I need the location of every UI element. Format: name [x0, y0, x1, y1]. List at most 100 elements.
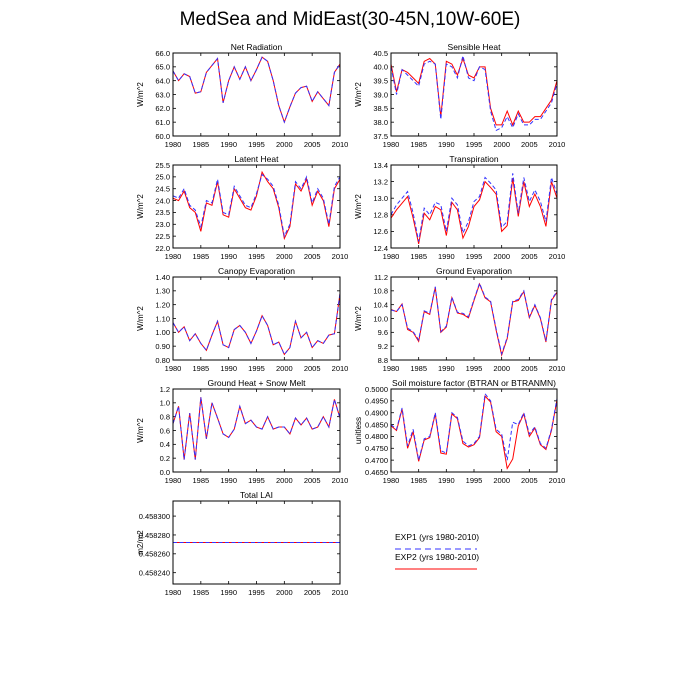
plot-frame — [172, 164, 341, 249]
y-tick-label: 22.5 — [155, 232, 170, 241]
x-tick-label: 1995 — [248, 364, 265, 373]
x-tick-label: 2000 — [493, 476, 510, 485]
x-tick-label: 2000 — [276, 476, 293, 485]
series-line-exp2 — [390, 282, 558, 358]
y-tick-label: 0.0 — [160, 468, 170, 477]
x-tick-label: 1990 — [438, 476, 455, 485]
series-line-exp1 — [390, 281, 558, 356]
x-tick-label: 1985 — [192, 476, 209, 485]
x-tick-label: 1995 — [248, 476, 265, 485]
y-tick-label: 25.0 — [155, 173, 170, 182]
chart-title: Soil moisture factor (BTRAN or BTRANMN) — [392, 378, 556, 388]
y-tick-label: 11.2 — [374, 273, 388, 282]
x-tick-label: 1990 — [220, 588, 237, 597]
y-axis-label: W/m^2 — [354, 82, 363, 107]
x-tick-label: 1985 — [192, 364, 209, 373]
chart-title: Transpiration — [449, 154, 499, 164]
x-tick-label: 1990 — [438, 252, 455, 261]
y-tick-label: 12.8 — [373, 211, 388, 220]
y-tick-label: 22.0 — [155, 244, 170, 253]
y-tick-label: 0.6 — [160, 426, 170, 435]
y-tick-label: 1.40 — [155, 273, 170, 282]
y-tick-label: 12.6 — [373, 227, 388, 236]
y-tick-label: 0.90 — [155, 342, 170, 351]
plot-frame — [172, 52, 341, 137]
x-tick-label: 2010 — [549, 364, 566, 373]
y-tick-label: 23.5 — [155, 208, 170, 217]
x-tick-label: 1995 — [466, 140, 483, 149]
x-tick-label: 2000 — [493, 364, 510, 373]
x-tick-label: 1990 — [220, 364, 237, 373]
x-tick-label: 1985 — [192, 252, 209, 261]
x-tick-label: 1980 — [383, 252, 400, 261]
x-tick-label: 2010 — [332, 140, 349, 149]
y-axis-label: unitless — [354, 417, 363, 444]
chart-title: Ground Heat + Snow Melt — [207, 378, 306, 388]
legend: EXP1 (yrs 1980-2010) EXP2 (yrs 1980-2010) — [395, 532, 479, 570]
x-tick-label: 1985 — [192, 588, 209, 597]
y-tick-label: 0.2 — [160, 454, 170, 463]
y-tick-label: 23.0 — [155, 220, 170, 229]
x-tick-label: 2005 — [304, 140, 321, 149]
x-tick-label: 1990 — [438, 140, 455, 149]
y-tick-label: 0.4750 — [365, 444, 388, 453]
x-tick-label: 2005 — [521, 476, 538, 485]
x-tick-label: 1985 — [192, 140, 209, 149]
chart-title: Total LAI — [240, 490, 273, 500]
x-tick-label: 1995 — [466, 476, 483, 485]
legend-label: EXP2 (yrs 1980-2010) — [395, 552, 479, 562]
x-tick-label: 2000 — [493, 140, 510, 149]
x-tick-label: 2010 — [332, 588, 349, 597]
x-tick-label: 2005 — [304, 252, 321, 261]
series-line-exp1 — [172, 293, 341, 356]
y-tick-label: 13.0 — [373, 194, 388, 203]
x-tick-label: 1990 — [220, 140, 237, 149]
y-tick-label: 39.5 — [373, 76, 388, 85]
series-line-exp2 — [390, 394, 558, 470]
x-tick-label: 1980 — [165, 364, 182, 373]
x-tick-label: 1985 — [410, 140, 427, 149]
plot-frame — [172, 388, 341, 473]
y-tick-label: 65.0 — [155, 63, 170, 72]
y-tick-label: 0.458300 — [139, 512, 170, 521]
x-tick-label: 1985 — [410, 364, 427, 373]
y-tick-label: 38.5 — [373, 104, 388, 113]
x-tick-label: 2005 — [521, 252, 538, 261]
series-line-exp2 — [172, 293, 341, 356]
chart-title: Ground Evaporation — [436, 266, 512, 276]
x-tick-label: 1980 — [165, 252, 182, 261]
y-tick-label: 0.4900 — [365, 409, 388, 418]
y-tick-label: 0.4 — [160, 440, 170, 449]
x-tick-label: 2000 — [276, 588, 293, 597]
plot-frame — [390, 52, 558, 137]
x-tick-label: 2000 — [276, 140, 293, 149]
y-axis-label: W/m^2 — [136, 82, 145, 107]
y-tick-label: 0.4950 — [365, 397, 388, 406]
x-tick-label: 2005 — [521, 140, 538, 149]
chart-total-lai: Total LAI m2/m2 1980 1985 1990 1995 2000 2005 20… — [136, 490, 348, 597]
chart-title: Net Radiation — [231, 42, 283, 52]
chart-net-radiation: Net Radiation W/m^2 1980 1985 1990 1995 2000 20… — [136, 42, 348, 149]
x-tick-label: 2005 — [304, 588, 321, 597]
plot-frame — [172, 500, 341, 585]
chart-title: Sensible Heat — [448, 42, 502, 52]
y-tick-label: 64.0 — [155, 76, 170, 85]
legend-label: EXP1 (yrs 1980-2010) — [395, 532, 479, 542]
y-tick-label: 0.458280 — [139, 531, 170, 540]
x-tick-label: 1980 — [165, 476, 182, 485]
y-tick-label: 10.0 — [373, 314, 388, 323]
y-tick-label: 60.0 — [155, 132, 170, 141]
y-tick-label: 40.0 — [373, 63, 388, 72]
y-tick-label: 37.5 — [373, 132, 388, 141]
y-tick-label: 12.4 — [373, 244, 388, 253]
x-tick-label: 2000 — [276, 252, 293, 261]
y-tick-label: 13.4 — [373, 161, 388, 170]
y-tick-label: 0.458240 — [139, 568, 170, 577]
x-tick-label: 1980 — [383, 140, 400, 149]
series-line-exp2 — [390, 178, 558, 244]
y-tick-label: 13.2 — [373, 177, 388, 186]
series-line-exp1 — [390, 173, 558, 242]
y-tick-label: 39.0 — [373, 90, 388, 99]
x-tick-label: 1980 — [165, 140, 182, 149]
y-tick-label: 0.4700 — [365, 456, 388, 465]
